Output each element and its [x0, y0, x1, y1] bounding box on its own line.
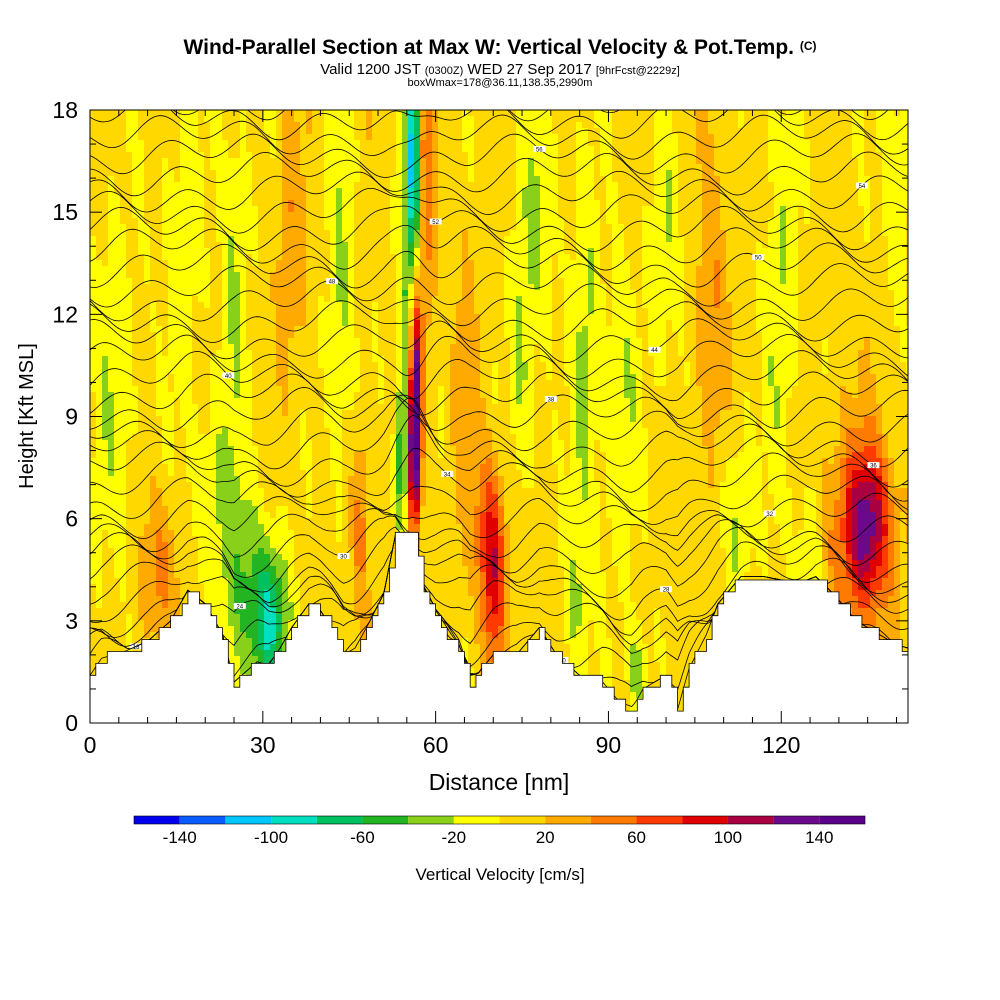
colorbar-swatch: [636, 816, 683, 824]
x-tick-label: 90: [596, 732, 622, 758]
colorbar-swatch: [727, 816, 774, 824]
colorbar-swatch: [134, 816, 180, 824]
colorbar-swatch: [271, 816, 317, 824]
colorbar-swatch: [545, 816, 591, 824]
colorbar-swatch: [225, 816, 272, 824]
y-tick-label: 0: [65, 710, 78, 736]
colorbar-swatch: [316, 816, 363, 824]
chart-title: Wind-Parallel Section at Max W: Vertical…: [0, 36, 1000, 60]
colorbar-tick-label: -20: [442, 828, 467, 847]
x-tick-label: 120: [762, 732, 800, 758]
subtitle-utc: (0300Z): [424, 65, 464, 77]
subtitle-valid: Valid 1200 JST: [320, 61, 421, 78]
colorbar-tick-label: 20: [536, 828, 555, 847]
x-axis: 0 30 60 90 120: [84, 110, 897, 758]
colorbar-swatch: [590, 816, 637, 824]
chart-box-info: boxWmax=178@36.11,138.35,2990m: [407, 77, 593, 89]
copyright-mark: (C): [799, 39, 817, 53]
y-axis: 0 3 6 9 12 15 18: [52, 97, 908, 736]
y-tick-label: 3: [65, 608, 78, 634]
colorbar-swatch: [773, 816, 820, 824]
subtitle-date: WED 27 Sep 2017: [467, 61, 592, 78]
y-axis-label: Height [Kft MSL]: [16, 343, 38, 489]
y-tick-label: 6: [65, 506, 78, 532]
x-tick-label: 60: [423, 732, 449, 758]
colorbar-swatch: [408, 816, 454, 824]
colorbar-tick-label: -100: [254, 828, 288, 847]
colorbar-tick-label: 60: [627, 828, 646, 847]
colorbar: -140 -100 -60 -20 20 60 100 140: [133, 815, 866, 847]
x-tick-label: 0: [84, 732, 97, 758]
colorbar-tick-label: 140: [805, 828, 833, 847]
colorbar-swatch: [819, 816, 865, 824]
colorbar-tick-label: -140: [163, 828, 197, 847]
title-text: Wind-Parallel Section at Max W: Vertical…: [183, 36, 794, 59]
y-tick-label: 18: [52, 97, 78, 123]
colorbar-swatch: [499, 816, 546, 824]
colorbar-swatch: [179, 816, 226, 824]
colorbar-swatch: [682, 816, 728, 824]
chart-subtitle: Valid 1200 JST (0300Z) WED 27 Sep 2017 […: [0, 61, 1000, 78]
subtitle-forecast: [9hrFcst@2229z]: [595, 65, 680, 77]
x-axis-label: Distance [nm]: [429, 769, 570, 795]
y-tick-label: 15: [52, 199, 78, 225]
y-tick-label: 12: [52, 301, 78, 327]
colorbar-swatch: [362, 816, 409, 824]
colorbar-label: Vertical Velocity [cm/s]: [415, 865, 584, 884]
x-tick-label: 30: [250, 732, 276, 758]
colorbar-tick-label: -60: [350, 828, 375, 847]
y-tick-label: 9: [65, 404, 78, 430]
potential-temperature-contours: 18202428303234363840444850525456: [90, 110, 908, 711]
colorbar-swatch: [453, 816, 500, 824]
terrain-mask: [89, 531, 909, 724]
colorbar-tick-label: 100: [714, 828, 742, 847]
